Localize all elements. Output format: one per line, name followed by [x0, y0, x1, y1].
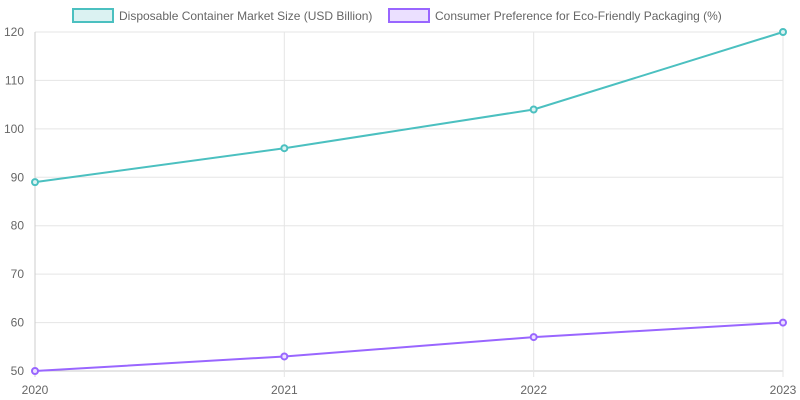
legend-label-eco-preference[interactable]: Consumer Preference for Eco-Friendly Pac…	[435, 9, 722, 23]
y-tick-label: 110	[5, 73, 24, 87]
legend-label-market-size[interactable]: Disposable Container Market Size (USD Bi…	[119, 9, 372, 23]
data-point[interactable]	[31, 178, 39, 187]
y-tick-label: 90	[11, 170, 25, 184]
legend-swatch-eco-preference	[388, 8, 430, 23]
y-axis-ticks: 50 60 70 80 90 100 110 120	[4, 25, 24, 378]
y-tick-label: 60	[11, 316, 25, 330]
series-lines	[31, 28, 787, 375]
data-point[interactable]	[779, 318, 787, 327]
x-tick-label: 2021	[271, 383, 298, 397]
legend-swatch-market-size	[72, 8, 114, 23]
data-point[interactable]	[31, 367, 39, 375]
x-axis-ticks: 2020 2021 2022 2023	[22, 383, 797, 397]
x-tick-label: 2022	[520, 383, 547, 397]
y-tick-label: 70	[11, 267, 25, 281]
legend-item-market-size[interactable]: Disposable Container Market Size (USD Bi…	[72, 8, 372, 23]
y-tick-label: 100	[4, 122, 24, 136]
grid	[34, 31, 784, 377]
legend-item-eco-preference[interactable]: Consumer Preference for Eco-Friendly Pac…	[388, 8, 722, 23]
data-point[interactable]	[280, 352, 289, 361]
x-tick-label: 2023	[770, 383, 797, 397]
data-point[interactable]	[529, 333, 538, 342]
x-tick-label: 2020	[22, 383, 49, 397]
data-point[interactable]	[280, 144, 289, 153]
data-point[interactable]	[779, 28, 787, 36]
series-line-0	[34, 31, 784, 184]
series-line-1	[34, 321, 784, 372]
y-tick-label: 120	[4, 25, 24, 39]
legend[interactable]: Disposable Container Market Size (USD Bi…	[72, 8, 722, 23]
y-tick-label: 80	[11, 219, 25, 233]
y-tick-label: 50	[11, 364, 25, 378]
data-point[interactable]	[529, 105, 538, 114]
